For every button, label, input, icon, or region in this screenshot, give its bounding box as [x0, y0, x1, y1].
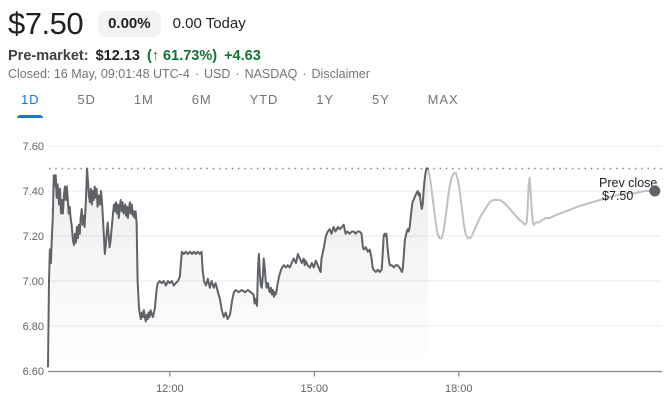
y-axis-label: 7.00 — [23, 276, 44, 288]
x-axis-label: 12:00 — [156, 383, 184, 395]
premarket-row: Pre-market: $12.13 (↑ 61.73%) +4.63 — [8, 48, 660, 64]
tab-max[interactable]: MAX — [409, 87, 478, 119]
premarket-change-value: +4.63 — [224, 48, 261, 64]
x-axis-label: 15:00 — [301, 383, 329, 395]
series-end-dot — [649, 185, 661, 197]
x-axis-label: 18:00 — [445, 383, 473, 395]
current-price: $7.50 — [8, 5, 84, 41]
market-status: Closed: 16 May, 09:01:48 UTC-4 — [8, 67, 190, 81]
tab-1y[interactable]: 1Y — [297, 87, 353, 119]
y-axis-label: 6.80 — [23, 321, 44, 333]
tab-6m[interactable]: 6M — [173, 87, 231, 119]
range-tabs: 1D 5D 1M 6M YTD 1Y 5Y MAX — [2, 87, 660, 119]
tab-ytd[interactable]: YTD — [231, 87, 298, 119]
change-percent-badge: 0.00% — [98, 10, 161, 37]
y-axis-label: 6.60 — [23, 366, 44, 378]
premarket-price: $12.13 — [95, 48, 140, 64]
separator-dot: · — [302, 67, 307, 81]
separator-dot: · — [194, 67, 199, 81]
premarket-label: Pre-market: — [8, 48, 89, 64]
disclaimer-link[interactable]: Disclaimer — [311, 67, 370, 81]
market-hours-line — [47, 167, 429, 368]
prev-close-label: Prev close — [599, 176, 657, 190]
market-status-row: Closed: 16 May, 09:01:48 UTC-4 · USD · N… — [8, 67, 660, 81]
currency: USD — [203, 67, 231, 81]
tab-1m[interactable]: 1M — [115, 87, 173, 119]
exchange: NASDAQ — [244, 67, 298, 81]
quote-header: $7.50 0.00% 0.00 Today Pre-market: $12.1… — [0, 0, 668, 119]
y-axis-label: 7.20 — [23, 231, 44, 243]
premarket-change-percent: (↑ 61.73%) — [146, 48, 218, 64]
price-row: $7.50 0.00% 0.00 Today — [8, 5, 660, 42]
tab-1d[interactable]: 1D — [2, 87, 58, 119]
separator-dot: · — [235, 67, 240, 81]
after-hours-line — [427, 167, 656, 240]
tab-5y[interactable]: 5Y — [353, 87, 409, 119]
y-axis-label: 7.40 — [23, 186, 44, 198]
area-fill — [48, 168, 428, 371]
y-axis-label: 7.60 — [23, 141, 44, 153]
prev-close-price-label: $7.50 — [602, 189, 633, 203]
tab-5d[interactable]: 5D — [58, 87, 114, 119]
change-today: 0.00 Today — [172, 15, 246, 32]
